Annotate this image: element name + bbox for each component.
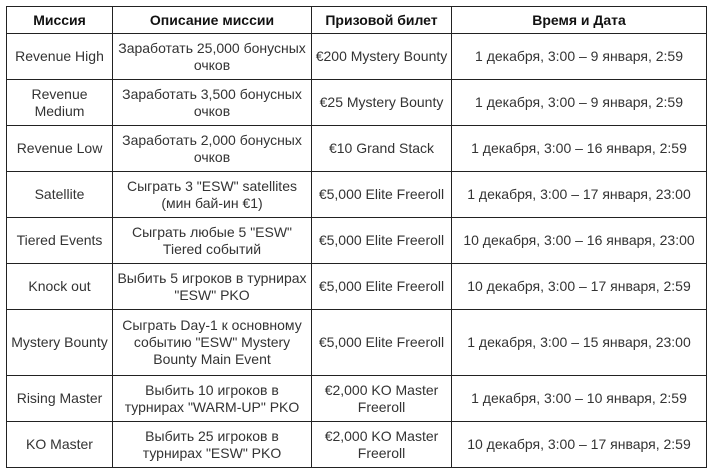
cell-prize: €25 Mystery Bounty xyxy=(311,79,452,126)
cell-time: 10 декабря, 3:00 – 16 января, 23:00 xyxy=(451,217,707,264)
cell-time: 1 декабря, 3:00 – 17 января, 23:00 xyxy=(451,171,707,218)
cell-prize: €200 Mystery Bounty xyxy=(311,33,452,80)
cell-prize: €5,000 Elite Freeroll xyxy=(311,263,452,310)
cell-mission: Knock out xyxy=(6,263,113,310)
cell-mission: Revenue Low xyxy=(6,125,113,172)
header-prize: Призовой билет xyxy=(311,6,452,34)
cell-mission: Tiered Events xyxy=(6,217,113,264)
header-mission: Миссия xyxy=(6,6,113,34)
table-row: KO Master Выбить 25 игроков в турнирах "E… xyxy=(6,421,707,468)
table-row: Revenue Low Заработать 2,000 бонусных очк… xyxy=(6,125,707,172)
table-row: Rising Master Выбить 10 игроков в турнира… xyxy=(6,375,707,422)
cell-time: 10 декабря, 3:00 – 17 января, 2:59 xyxy=(451,421,707,468)
cell-mission: KO Master xyxy=(6,421,113,468)
cell-prize: €10 Grand Stack xyxy=(311,125,452,172)
cell-description: Выбить 25 игроков в турнирах "ESW" PKO xyxy=(112,421,312,468)
table-row: Tiered Events Сыграть любые 5 "ESW" Tiere… xyxy=(6,217,707,264)
header-description: Описание миссии xyxy=(112,6,312,34)
cell-time: 1 декабря, 3:00 – 9 января, 2:59 xyxy=(451,33,707,80)
cell-time: 1 декабря, 3:00 – 10 января, 2:59 xyxy=(451,375,707,422)
cell-mission: Revenue High xyxy=(6,33,113,80)
table-row: Satellite Сыграть 3 "ESW" satellites (мин… xyxy=(6,171,707,218)
table-row: Knock out Выбить 5 игроков в турнирах "ES… xyxy=(6,263,707,310)
cell-description: Сыграть любые 5 "ESW" Tiered событий xyxy=(112,217,312,264)
cell-time: 1 декабря, 3:00 – 9 января, 2:59 xyxy=(451,79,707,126)
cell-description: Заработать 2,000 бонусных очков xyxy=(112,125,312,172)
cell-description: Заработать 25,000 бонусных очков xyxy=(112,33,312,80)
cell-description: Выбить 10 игроков в турнирах "WARM-UP" P… xyxy=(112,375,312,422)
missions-table: Миссия Описание миссии Призовой билет Вр… xyxy=(6,6,707,468)
cell-time: 1 декабря, 3:00 – 15 января, 23:00 xyxy=(451,309,707,376)
cell-description: Выбить 5 игроков в турнирах "ESW" PKO xyxy=(112,263,312,310)
cell-description: Сыграть Day-1 к основному событию "ESW" … xyxy=(112,309,312,376)
cell-prize: €2,000 KO Master Freeroll xyxy=(311,375,452,422)
cell-time: 10 декабря, 3:00 – 17 января, 2:59 xyxy=(451,263,707,310)
cell-prize: €5,000 Elite Freeroll xyxy=(311,217,452,264)
cell-prize: €5,000 Elite Freeroll xyxy=(311,309,452,376)
cell-description: Заработать 3,500 бонусных очков xyxy=(112,79,312,126)
cell-prize: €5,000 Elite Freeroll xyxy=(311,171,452,218)
cell-mission: Satellite xyxy=(6,171,113,218)
table-row: Mystery Bounty Сыграть Day-1 к основному … xyxy=(6,309,707,376)
header-row: Миссия Описание миссии Призовой билет Вр… xyxy=(6,6,707,34)
cell-time: 1 декабря, 3:00 – 16 января, 2:59 xyxy=(451,125,707,172)
cell-mission: Revenue Medium xyxy=(6,79,113,126)
cell-mission: Rising Master xyxy=(6,375,113,422)
cell-description: Сыграть 3 "ESW" satellites (мин бай-ин €… xyxy=(112,171,312,218)
table-row: Revenue High Заработать 25,000 бонусных о… xyxy=(6,33,707,80)
cell-mission: Mystery Bounty xyxy=(6,309,113,376)
cell-prize: €2,000 KO Master Freeroll xyxy=(311,421,452,468)
header-time: Время и Дата xyxy=(451,6,707,34)
table-row: Revenue Medium Заработать 3,500 бонусных … xyxy=(6,79,707,126)
